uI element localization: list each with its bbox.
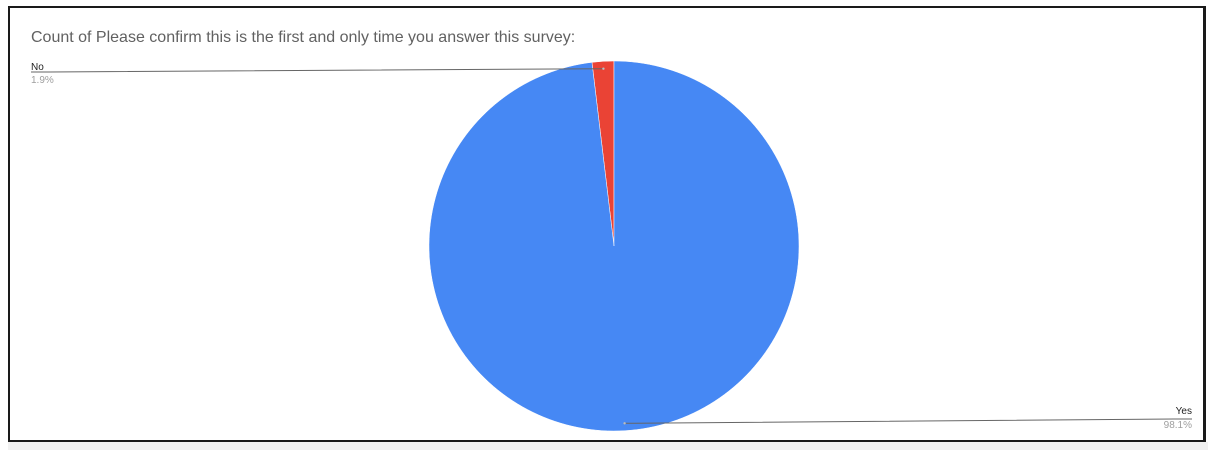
slice-percent-no: 1.9%	[31, 75, 54, 86]
leader-dot-yes	[623, 422, 626, 425]
slice-percent-yes: 98.1%	[1164, 420, 1192, 431]
footer-strip	[8, 442, 1208, 450]
leader-dot-no	[602, 67, 605, 70]
slice-label-yes: Yes	[1176, 406, 1192, 417]
chart-title: Count of Please confirm this is the firs…	[31, 29, 576, 46]
slice-label-no: No	[31, 62, 44, 73]
pie-slice-yes[interactable]	[428, 60, 800, 432]
leader-line-no	[31, 68, 604, 73]
leader-line-yes	[624, 418, 1192, 424]
